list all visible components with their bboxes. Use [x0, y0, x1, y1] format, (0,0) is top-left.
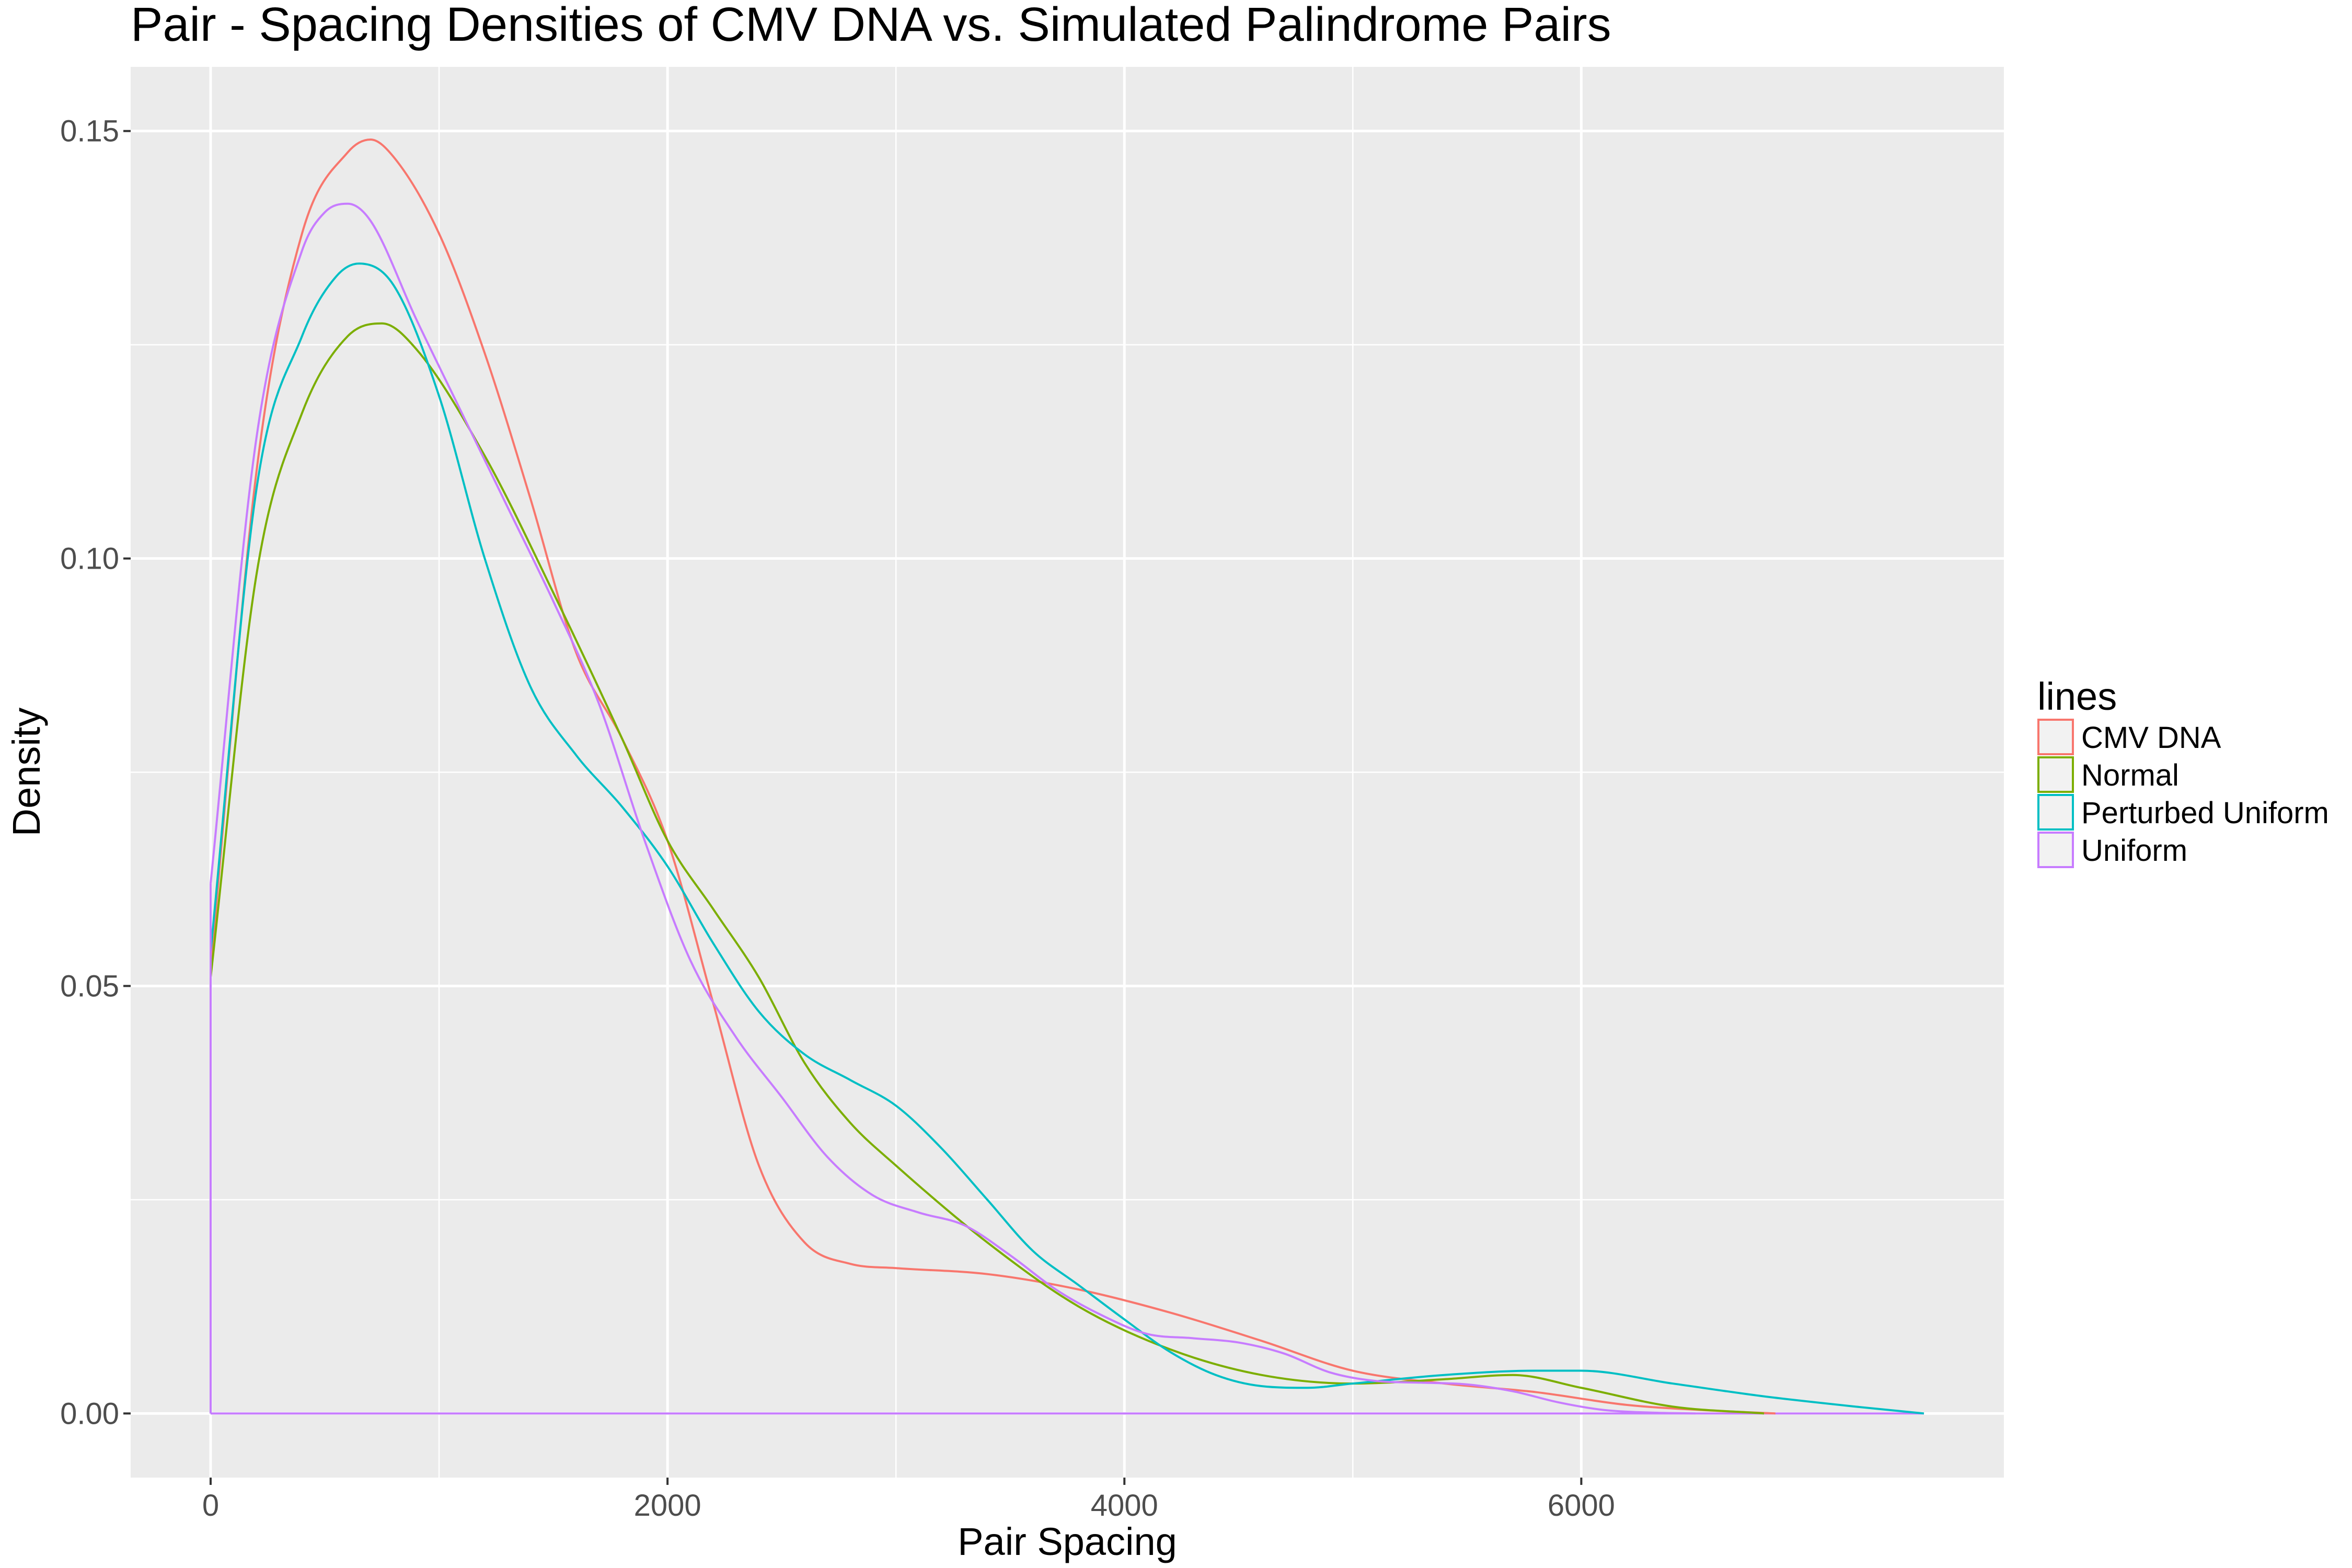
y-tick-label: 0.05 — [60, 969, 119, 1003]
x-tick-label: 0 — [202, 1489, 219, 1523]
x-tick-label: 6000 — [1548, 1489, 1615, 1523]
y-tick-label: 0.15 — [60, 114, 119, 148]
legend-label-cmv-dna: CMV DNA — [2081, 721, 2221, 755]
legend-key-normal — [2037, 756, 2074, 793]
chart-title: Pair - Spacing Densities of CMV DNA vs. … — [131, 0, 1611, 51]
x-axis-title: Pair Spacing — [958, 1520, 1177, 1563]
y-axis-title: Density — [5, 708, 48, 837]
y-tick-label: 0.00 — [60, 1397, 119, 1431]
y-axis: 0.00 0.05 0.10 0.15 — [60, 114, 131, 1431]
y-tick-label: 0.10 — [60, 542, 119, 576]
legend-label-uniform: Uniform — [2081, 834, 2187, 868]
x-tick-label: 4000 — [1091, 1489, 1158, 1523]
legend-title: lines — [2037, 675, 2117, 718]
x-axis: 0 2000 4000 6000 — [202, 1478, 1615, 1523]
legend-label-normal: Normal — [2081, 758, 2179, 792]
legend-key-cmv-dna — [2037, 719, 2074, 755]
legend-key-uniform — [2037, 832, 2074, 868]
series-uniform-line — [209, 202, 1696, 1415]
series-perturbed-uniform-line — [209, 262, 1924, 1415]
legend-label-perturbed-uniform: Perturbed Uniform — [2081, 796, 2329, 830]
x-tick-label: 2000 — [634, 1489, 701, 1523]
legend-key-perturbed-uniform — [2037, 794, 2074, 831]
minor-gridlines — [131, 67, 2004, 1478]
density-lines — [209, 139, 1924, 1415]
